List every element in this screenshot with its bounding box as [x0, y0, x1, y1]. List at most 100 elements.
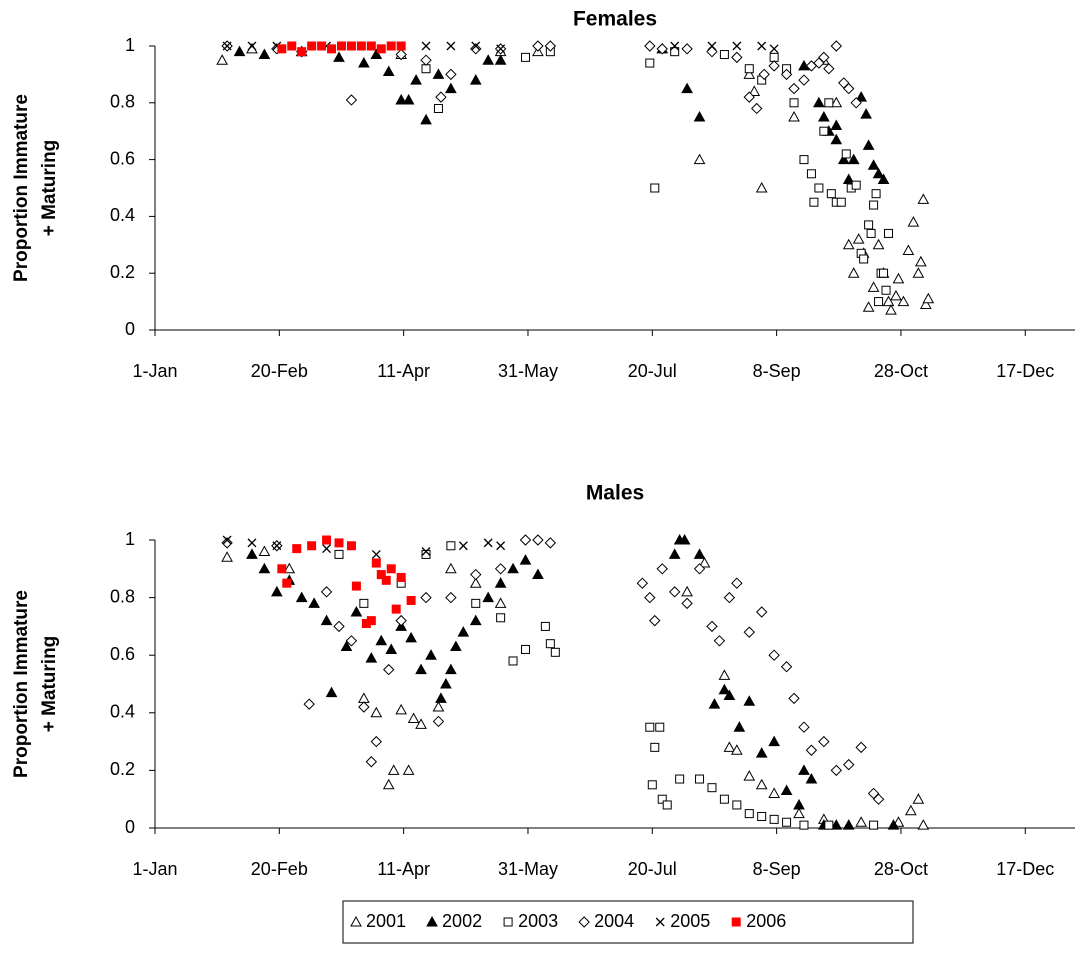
marker: [824, 98, 834, 108]
marker: [662, 800, 672, 810]
marker: [410, 74, 422, 85]
marker: [433, 103, 443, 113]
marker: [277, 564, 287, 574]
marker: [246, 548, 258, 559]
marker: [334, 538, 344, 548]
marker: [841, 149, 851, 159]
marker: [755, 606, 768, 618]
marker: [494, 563, 507, 575]
marker: [450, 640, 462, 652]
marker: [855, 741, 867, 754]
marker: [837, 153, 850, 165]
marker: [872, 167, 885, 179]
marker: [395, 614, 407, 627]
marker: [851, 180, 861, 190]
marker: [818, 51, 830, 64]
legend-label: 2002: [442, 911, 482, 931]
legend-marker: [731, 917, 741, 927]
marker: [435, 91, 447, 103]
marker: [292, 544, 302, 554]
marker: [723, 591, 736, 604]
marker: [351, 581, 361, 591]
marker: [789, 98, 799, 108]
marker: [668, 586, 681, 598]
legend-label: 2003: [518, 911, 558, 931]
marker: [693, 548, 706, 559]
x-tick-label: 11-Apr: [377, 859, 430, 879]
marker: [507, 562, 519, 574]
x-tick-label: 17-Dec: [996, 361, 1054, 381]
marker: [769, 44, 779, 54]
x-tick-label: 20-Feb: [251, 361, 308, 381]
marker: [458, 541, 468, 551]
marker: [719, 794, 729, 804]
marker: [798, 74, 810, 86]
marker: [336, 41, 346, 51]
marker: [470, 568, 482, 581]
marker: [917, 819, 930, 830]
marker: [730, 744, 743, 755]
y-tick-label: 0.2: [110, 262, 135, 282]
marker: [356, 41, 366, 51]
marker: [375, 634, 388, 646]
marker: [320, 614, 333, 626]
marker: [819, 126, 829, 136]
marker: [805, 773, 818, 784]
marker: [532, 568, 544, 580]
marker: [415, 663, 427, 675]
legend-marker: [655, 917, 665, 927]
legend-marker: [426, 915, 438, 927]
legend-label: 2006: [746, 911, 786, 931]
marker: [713, 635, 726, 647]
marker: [670, 41, 680, 51]
marker: [892, 272, 905, 284]
marker: [420, 113, 432, 125]
marker: [788, 692, 800, 705]
marker: [385, 643, 398, 654]
marker: [907, 216, 920, 227]
marker: [912, 267, 925, 278]
marker: [402, 764, 415, 775]
marker: [645, 722, 655, 732]
x-tick-label: 20-Jul: [628, 859, 677, 879]
marker: [327, 44, 337, 54]
marker: [693, 110, 706, 122]
marker: [869, 820, 879, 830]
marker: [872, 793, 885, 805]
marker: [826, 189, 836, 199]
marker: [216, 54, 228, 65]
marker: [670, 47, 680, 57]
marker: [233, 45, 246, 57]
marker: [407, 712, 420, 724]
marker: [494, 597, 507, 608]
marker: [850, 97, 862, 109]
marker: [405, 631, 417, 643]
marker: [277, 44, 287, 54]
marker: [871, 189, 881, 199]
x-tick-label: 28-Oct: [874, 859, 928, 879]
marker: [798, 721, 810, 733]
marker: [769, 814, 779, 824]
marker: [457, 626, 470, 637]
marker: [540, 621, 550, 631]
marker: [799, 820, 809, 830]
marker: [544, 537, 557, 549]
marker: [469, 577, 482, 588]
marker: [755, 747, 768, 758]
marker: [386, 564, 396, 574]
legend-label: 2005: [670, 911, 710, 931]
marker: [496, 44, 506, 54]
marker: [322, 544, 332, 554]
marker: [445, 562, 457, 574]
marker: [283, 562, 296, 574]
marker: [718, 669, 731, 680]
marker: [519, 554, 532, 565]
x-tick-label: 8-Sep: [753, 859, 801, 879]
marker: [365, 756, 378, 768]
marker: [867, 159, 880, 170]
marker: [830, 40, 843, 52]
marker: [358, 701, 370, 713]
marker: [445, 663, 457, 675]
marker: [297, 47, 307, 57]
x-tick-label: 17-Dec: [996, 859, 1054, 879]
